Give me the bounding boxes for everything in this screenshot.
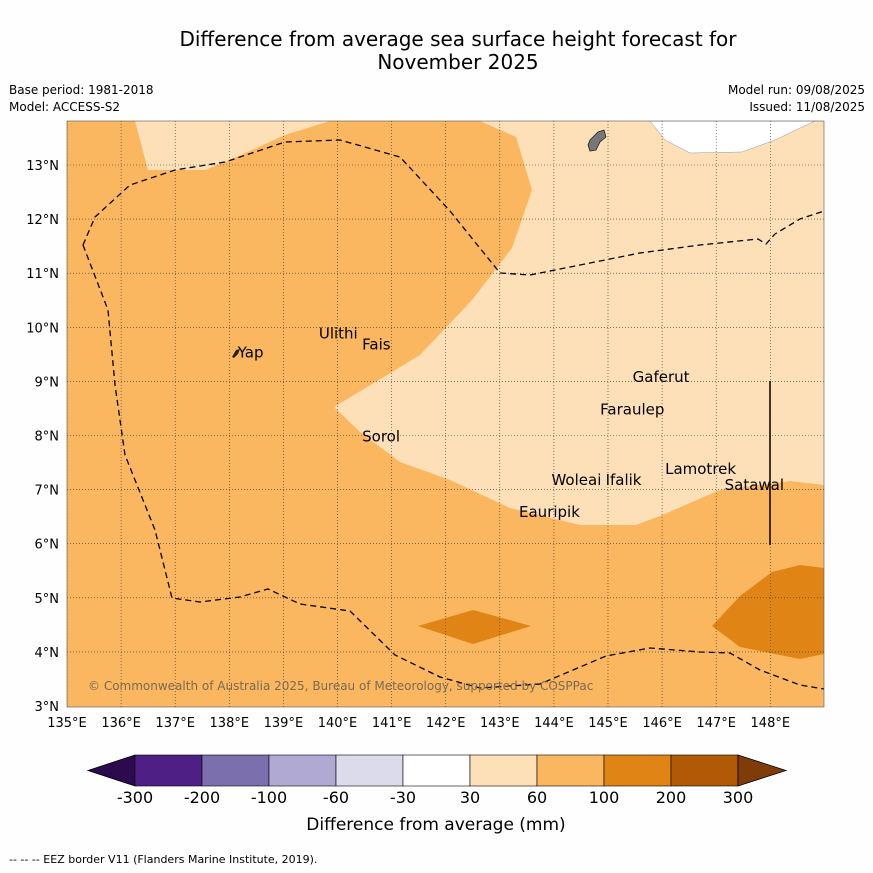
lat-tick-label: 7°N <box>35 484 60 499</box>
band-100-200-patch-east <box>712 565 824 659</box>
lon-tick-label: 144°E <box>534 716 574 731</box>
lon-tick-label: 135°E <box>47 716 87 731</box>
colorbar-segment <box>134 754 203 787</box>
meta-right: Model run: 09/08/2025 Issued: 11/08/2025 <box>728 82 865 116</box>
map-title: Difference from average sea surface heig… <box>120 28 796 74</box>
colorbar-tick-label: -60 <box>323 788 349 807</box>
place-label-ulithi: Ulithi <box>319 325 358 343</box>
colorbar-over-arrow <box>737 754 788 787</box>
eez-border-west <box>82 139 824 276</box>
lat-tick-label: 8°N <box>35 430 60 445</box>
colorbar-tick-label: -300 <box>117 788 153 807</box>
footnote: -- -- -- EEZ border V11 (Flanders Marine… <box>9 853 318 866</box>
lon-tick-label: 136°E <box>101 716 141 731</box>
near-zero-patch <box>649 121 816 154</box>
colorbar-segment <box>603 754 672 787</box>
place-label-fais: Fais <box>362 336 391 354</box>
place-label-satawal: Satawal <box>725 476 784 494</box>
colorbar-segment <box>201 754 270 787</box>
issued-date: Issued: 11/08/2025 <box>749 100 865 114</box>
place-label-gaferut: Gaferut <box>633 368 690 386</box>
copyright-text: © Commonwealth of Australia 2025, Bureau… <box>88 679 593 693</box>
lon-tick-label: 139°E <box>264 716 304 731</box>
colorbar-tick-label: 60 <box>527 788 547 807</box>
place-label-sorol: Sorol <box>362 428 400 446</box>
lat-tick-label: 13°N <box>26 159 59 174</box>
model-run: Model run: 09/08/2025 <box>727 83 865 97</box>
meta-left: Base period: 1981-2018 Model: ACCESS-S2 <box>9 82 154 116</box>
colorbar-tick-label: -200 <box>184 788 220 807</box>
colorbar-segment <box>268 754 337 787</box>
map-frame <box>66 120 825 708</box>
colorbar-tick-label: 200 <box>656 788 687 807</box>
colorbar-tick-label: -100 <box>251 788 287 807</box>
colorbar-segment <box>469 754 538 787</box>
colorbar-segment <box>536 754 605 787</box>
colorbar: -300 -200 -100 -60 -30 30 60 100 200 300 <box>86 754 788 807</box>
place-label-ifalik: Ifalik <box>606 471 642 489</box>
title-line-1: Difference from average sea surface heig… <box>179 27 737 51</box>
lat-tick-label: 10°N <box>26 321 59 336</box>
lon-tick-label: 143°E <box>480 716 520 731</box>
colorbar-title: Difference from average (mm) <box>306 815 565 835</box>
place-label-yap: Yap <box>237 344 264 362</box>
lon-tick-label: 148°E <box>751 716 791 731</box>
colorbar-tick-label: -30 <box>390 788 416 807</box>
lon-tick-label: 142°E <box>426 716 466 731</box>
title-line-2: November 2025 <box>377 50 539 74</box>
yap-island <box>232 349 240 358</box>
band-100-200-patch-west <box>418 610 531 644</box>
lon-tick-label: 146°E <box>642 716 682 731</box>
axis-ticks: 135°E 136°E 137°E 138°E 139°E 140°E 141°E 142°E… <box>26 159 790 731</box>
place-label-lamotrek: Lamotrek <box>665 460 736 478</box>
graticule <box>67 121 824 707</box>
colorbar-segment <box>335 754 404 787</box>
colorbar-under-arrow <box>86 754 136 787</box>
lat-tick-label: 6°N <box>35 538 60 553</box>
lat-tick-label: 9°N <box>35 375 60 390</box>
colorbar-segment <box>402 754 471 787</box>
model-name: Model: ACCESS-S2 <box>9 100 121 114</box>
lat-tick-label: 5°N <box>35 592 60 607</box>
lat-tick-label: 3°N <box>35 700 60 715</box>
lat-tick-label: 4°N <box>35 646 60 661</box>
band-30-60-region <box>135 121 824 525</box>
colorbar-segment <box>670 754 739 787</box>
lon-tick-label: 147°E <box>696 716 736 731</box>
colorbar-tick-label: 300 <box>723 788 754 807</box>
place-label-faraulep: Faraulep <box>600 400 664 418</box>
lat-tick-label: 11°N <box>26 267 59 282</box>
lat-tick-label: 12°N <box>26 213 59 228</box>
base-period: Base period: 1981-2018 <box>9 83 154 97</box>
place-label-woleai: Woleai <box>551 471 601 489</box>
lon-tick-label: 138°E <box>210 716 250 731</box>
lon-tick-label: 140°E <box>318 716 358 731</box>
place-label-eauripik: Eauripik <box>519 503 580 521</box>
band-30-60-cap <box>135 121 330 170</box>
eez-border-yap <box>82 244 824 690</box>
lon-tick-label: 141°E <box>372 716 412 731</box>
guam-island <box>587 129 607 152</box>
colorbar-tick-label: 30 <box>460 788 480 807</box>
lon-tick-label: 145°E <box>588 716 628 731</box>
colorbar-tick-label: 100 <box>589 788 620 807</box>
lon-tick-label: 137°E <box>155 716 195 731</box>
